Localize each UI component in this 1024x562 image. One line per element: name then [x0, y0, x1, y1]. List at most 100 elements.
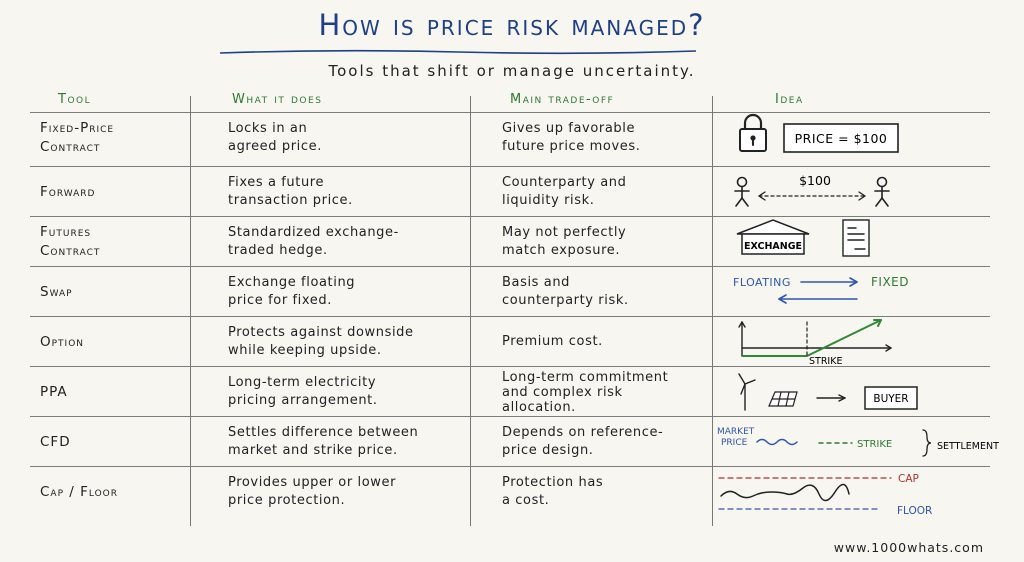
person-icon [874, 176, 890, 207]
buyer-box [864, 386, 918, 410]
cfd-settlement-label: SETTLEMENT [937, 441, 999, 452]
trade-off-text-line: Gives up favorable [502, 121, 636, 136]
exchange-building-icon [736, 219, 810, 255]
row-divider [30, 216, 990, 217]
trade-off-text-line: and complex risk [502, 385, 623, 400]
trade-off-text: Protection has a cost. [502, 474, 603, 510]
trade-off-text: Premium cost. [502, 333, 603, 351]
what-it-does-text-line: Exchange floating [228, 275, 356, 290]
price-box-label: PRICE = $100 [795, 131, 888, 146]
trade-off-text: Long-term commitment and complex risk allo… [502, 370, 668, 415]
header-what-it-does: What it does [232, 92, 323, 107]
tool-name: PPA [40, 383, 68, 402]
trade-off-text-line: counterparty risk. [502, 293, 629, 308]
trade-off-text: Depends on reference-price design. [502, 424, 663, 460]
tool-name-line: Contract [40, 243, 101, 259]
trade-off-text-line: Protection has [502, 475, 604, 490]
trade-off-text: Basis and counterparty risk. [502, 274, 629, 310]
price-box [783, 123, 899, 153]
trade-off-text-line: allocation. [502, 400, 576, 415]
what-it-does-text-line: price protection. [228, 493, 346, 508]
header-tool: Tool [58, 92, 92, 107]
swap-fixed-label: FIXED [871, 275, 909, 289]
trade-off-text: May not perfectly match exposure. [502, 224, 626, 260]
what-it-does-text-line: agreed price. [228, 139, 322, 154]
what-it-does-text: Exchange floating price for fixed. [228, 274, 355, 310]
cfd-brace [922, 429, 932, 457]
what-it-does-text-line: Fixes a future [228, 175, 325, 190]
trade-off-text: Gives up favorable future price moves. [502, 120, 640, 156]
tool-name-line: PPA [40, 383, 68, 400]
trade-off-text-line: Counterparty and [502, 175, 627, 190]
what-it-does-text: Standardized exchange-traded hedge. [228, 224, 399, 260]
solar-panel-icon [768, 391, 798, 407]
cfd-strike-label: STRIKE [857, 439, 892, 450]
floor-label: FLOOR [897, 505, 932, 517]
header-divider [30, 112, 990, 113]
trade-off-text: Counterparty and liquidity risk. [502, 174, 627, 210]
trade-off-text-line: a cost. [502, 493, 550, 508]
what-it-does-text: Provides upper or lower price protection. [228, 474, 396, 510]
document-icon [842, 219, 870, 257]
lock-icon [739, 113, 767, 152]
what-it-does-text-line: traded hedge. [228, 243, 328, 258]
what-it-does-text-line: Locks in an [228, 121, 308, 136]
tool-name: Swap [40, 283, 73, 302]
cap-label: CAP [898, 473, 919, 485]
what-it-does-text: Locks in an agreed price. [228, 120, 322, 156]
what-it-does-text: Protects against downside while keeping u… [228, 324, 414, 360]
trade-off-text-line: Depends on reference- [502, 425, 664, 440]
row-divider [30, 166, 990, 167]
tool-name-line: Swap [40, 283, 73, 300]
title-underline [219, 49, 697, 55]
what-it-does-text: Fixes a future transaction price. [228, 174, 353, 210]
wind-turbine-icon [738, 373, 756, 411]
what-it-does-text-line: pricing arrangement. [228, 393, 378, 408]
what-it-does-text-line: while keeping upside. [228, 343, 382, 358]
tool-name: Cap / Floor [40, 483, 118, 502]
trade-off-text-line: future price moves. [502, 139, 641, 154]
what-it-does-text-line: Provides upper or lower [228, 475, 397, 490]
tool-name-line: CFD [40, 433, 71, 450]
trade-off-text-line: Premium cost. [502, 334, 603, 349]
column-divider [470, 96, 471, 526]
cfd-market-label-2: PRICE [721, 438, 748, 448]
tool-name: Fixed-Price Contract [40, 119, 114, 157]
column-divider [712, 96, 713, 526]
tool-name-line: Fixed-Price [40, 120, 115, 136]
idea-sketches: PRICE = $100 $100 EXCHANGE FLOATING FIXE… [717, 113, 999, 517]
tool-name: CFD [40, 433, 71, 452]
trade-off-text-line: Long-term commitment [502, 370, 669, 385]
header-idea: Idea [775, 92, 804, 107]
cfd-market-wave [756, 438, 798, 446]
ppa-buyer-label: BUYER [873, 393, 908, 405]
swap-floating-label: FLOATING [733, 276, 791, 289]
trade-off-text-line: Basis and [502, 275, 571, 290]
what-it-does-text-line: Long-term electricity [228, 375, 377, 390]
tool-name-line: Cap / Floor [40, 483, 119, 500]
tool-name-line: Option [40, 333, 85, 350]
row-divider [30, 366, 990, 367]
row-divider [30, 416, 990, 417]
header-trade-off: Main trade-off [510, 92, 615, 107]
cfd-market-label-1: MARKET [717, 427, 755, 437]
option-payoff-line [742, 319, 882, 357]
trade-off-text-line: match exposure. [502, 243, 621, 258]
trade-off-text-line: May not perfectly [502, 225, 627, 240]
footer-url[interactable]: www.1000whats.com [833, 540, 984, 555]
what-it-does-text-line: market and strike price. [228, 443, 398, 458]
tool-name: Forward [40, 183, 96, 202]
row-divider [30, 266, 990, 267]
row-divider [30, 316, 990, 317]
forward-price: $100 [799, 173, 831, 188]
trade-off-text-line: liquidity risk. [502, 193, 595, 208]
what-it-does-text: Settles difference between market and str… [228, 424, 418, 460]
what-it-does-text: Long-term electricity pricing arrangement… [228, 374, 378, 410]
what-it-does-text-line: Standardized exchange- [228, 225, 399, 240]
tool-name: Option [40, 333, 84, 352]
exchange-label: EXCHANGE [744, 241, 802, 252]
tool-name-line: Contract [40, 139, 101, 155]
tool-name: Futures Contract [40, 223, 100, 261]
person-icon [734, 176, 750, 207]
row-divider [30, 466, 990, 467]
